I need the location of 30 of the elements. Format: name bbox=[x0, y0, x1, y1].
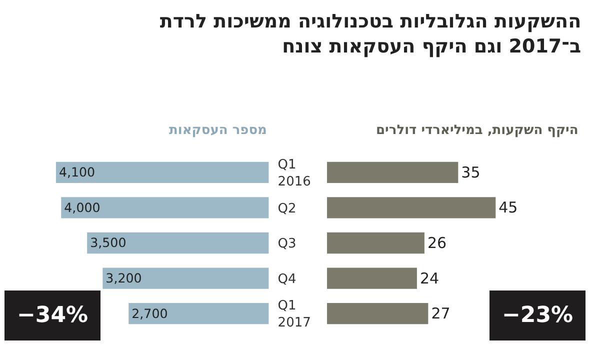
bar bbox=[61, 197, 269, 218]
chart-title: היקף השקעות, במיליארדי דולרים bbox=[376, 123, 578, 138]
y-tick-label: Q3 bbox=[278, 236, 296, 252]
text: ההשקעות הגלובליות בטכנולוגיה ממשיכות לרדת ב־2017 וגם היקף העסקאות צונח bbox=[160, 10, 582, 58]
bar bbox=[327, 268, 417, 289]
data-label: 45 bbox=[498, 198, 518, 217]
bar bbox=[327, 197, 496, 218]
data-label: 3,500 bbox=[90, 235, 126, 250]
bar bbox=[102, 268, 269, 289]
data-label: 4,000 bbox=[64, 200, 100, 215]
text: −23% bbox=[502, 303, 574, 328]
bar bbox=[327, 162, 458, 184]
bar bbox=[128, 302, 269, 324]
data-label: 27 bbox=[431, 304, 450, 323]
data-label: 2,700 bbox=[132, 306, 168, 321]
data-label: 26 bbox=[427, 234, 447, 252]
y-tick-label: Q1 2016 bbox=[278, 158, 311, 190]
data-label: 35 bbox=[461, 163, 480, 182]
data-label: 4,100 bbox=[58, 164, 96, 180]
bar bbox=[327, 302, 428, 324]
bar bbox=[87, 232, 269, 254]
y-tick-label: Q1 2017 bbox=[278, 298, 311, 331]
bar bbox=[56, 162, 269, 184]
chart-subtitle: מספר העסקאות bbox=[169, 123, 267, 138]
y-tick-label: Q2 bbox=[278, 201, 296, 216]
annotation: −34% bbox=[17, 303, 88, 328]
bar bbox=[327, 232, 424, 254]
y-tick-label: Q4 bbox=[278, 272, 296, 287]
data-label: 3,200 bbox=[106, 270, 142, 286]
data-label: 24 bbox=[420, 269, 440, 288]
